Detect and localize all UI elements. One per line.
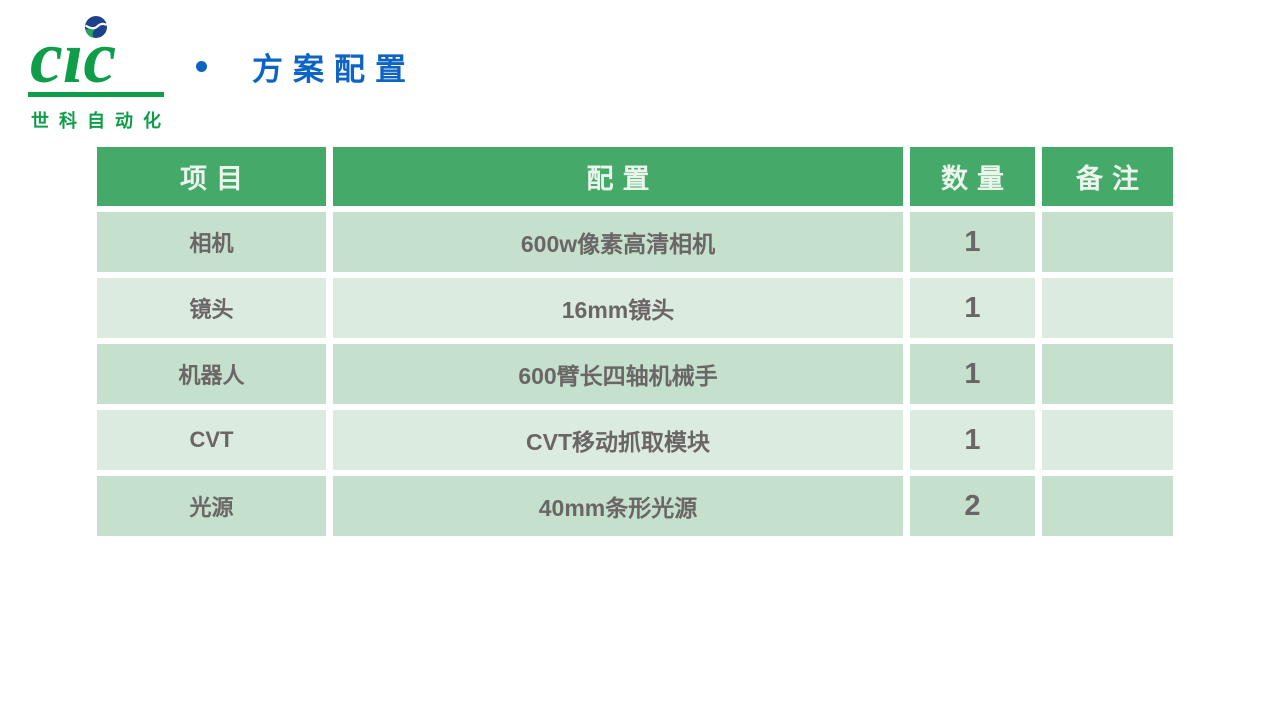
company-logo: cıc 世科自动化 <box>28 10 168 133</box>
cell-config: 40mm条形光源 <box>333 476 903 536</box>
cell-item: 相机 <box>97 212 326 272</box>
cell-note <box>1042 344 1173 404</box>
cell-config: 600w像素高清相机 <box>333 212 903 272</box>
cell-item: 机器人 <box>97 344 326 404</box>
config-table: 项目 配置 数量 备注 相机 600w像素高清相机 1 镜头 16mm镜头 1 … <box>97 147 1173 536</box>
cell-config: CVT移动抓取模块 <box>333 410 903 470</box>
cell-qty: 1 <box>910 410 1035 470</box>
cell-note <box>1042 476 1173 536</box>
title-bullet-icon <box>196 61 207 72</box>
cell-note <box>1042 212 1173 272</box>
cell-item: CVT <box>97 410 326 470</box>
column-header-qty: 数量 <box>910 147 1035 206</box>
logo-globe-icon <box>84 16 108 38</box>
cell-qty: 1 <box>910 212 1035 272</box>
column-header-note: 备注 <box>1042 147 1173 206</box>
column-header-item: 项目 <box>97 147 326 206</box>
title-row: 方案配置 <box>196 44 416 89</box>
cell-qty: 1 <box>910 278 1035 338</box>
logo-underline <box>28 92 164 97</box>
cell-note <box>1042 278 1173 338</box>
logo-subtitle: 世科自动化 <box>31 111 171 131</box>
cell-qty: 1 <box>910 344 1035 404</box>
cell-item: 镜头 <box>97 278 326 338</box>
cell-config: 16mm镜头 <box>333 278 903 338</box>
cell-note <box>1042 410 1173 470</box>
cell-qty: 2 <box>910 476 1035 536</box>
column-header-config: 配置 <box>333 147 903 206</box>
cic-logo-icon: cıc <box>28 16 164 99</box>
page-title: 方案配置 <box>252 52 416 87</box>
cell-item: 光源 <box>97 476 326 536</box>
cell-config: 600臂长四轴机械手 <box>333 344 903 404</box>
